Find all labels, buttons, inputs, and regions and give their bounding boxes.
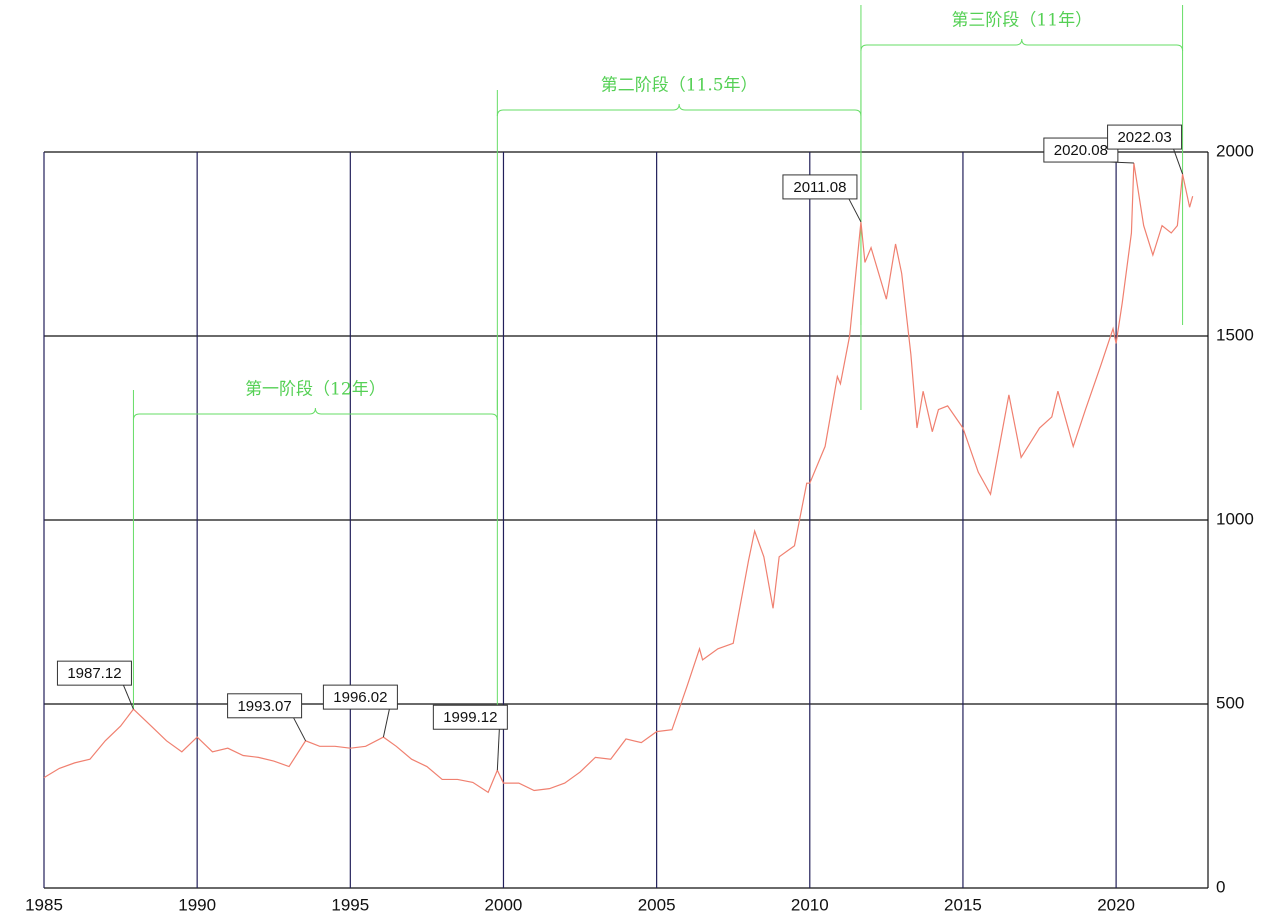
x-tick-label: 1990 <box>178 895 216 914</box>
annotation-box <box>782 174 858 200</box>
stage-label: 第二阶段（11.5年） <box>601 76 758 96</box>
annotation-label: 2020.08 <box>1054 142 1108 159</box>
annotation-box <box>56 660 132 686</box>
annotation-pointer <box>1173 148 1184 175</box>
annotation-pointer <box>293 717 307 742</box>
stage-bracket <box>860 38 1184 52</box>
x-tick-label: 2010 <box>791 895 829 914</box>
stage-label: 第三阶段（11年） <box>951 11 1092 31</box>
annotation-pointer <box>848 198 862 223</box>
y-tick-label: 0 <box>1216 877 1225 896</box>
y-tick-label: 500 <box>1216 693 1244 712</box>
annotation-box <box>432 704 508 730</box>
y-tick-label: 2000 <box>1216 141 1254 160</box>
annotation-pointer <box>122 684 134 710</box>
annotation-box <box>322 684 398 710</box>
x-tick-label: 1985 <box>25 895 63 914</box>
y-tick-label: 1000 <box>1216 509 1254 528</box>
stage-bracket <box>132 407 498 421</box>
annotation-box <box>1043 137 1119 163</box>
annotation-pointer <box>496 729 500 771</box>
x-tick-label: 2005 <box>638 895 676 914</box>
x-tick-label: 2000 <box>485 895 523 914</box>
x-tick-label: 1995 <box>331 895 369 914</box>
annotation-box <box>227 693 303 719</box>
x-tick-label: 2020 <box>1097 895 1135 914</box>
x-tick-label: 2015 <box>944 895 982 914</box>
price-line <box>43 162 1194 794</box>
stage-bracket <box>496 103 862 117</box>
annotation-label: 2022.03 <box>1117 129 1171 146</box>
annotation-label: 1993.07 <box>237 698 291 715</box>
annotation-label: 1987.12 <box>67 665 121 682</box>
annotation-box <box>1107 124 1183 150</box>
annotation-label: 1999.12 <box>443 709 497 726</box>
stage-label: 第一阶段（12年） <box>245 380 386 400</box>
annotation-label: 2011.08 <box>793 179 846 196</box>
annotation-label: 1996.02 <box>333 689 387 706</box>
annotation-pointer <box>382 709 390 738</box>
y-tick-label: 1500 <box>1216 325 1254 344</box>
